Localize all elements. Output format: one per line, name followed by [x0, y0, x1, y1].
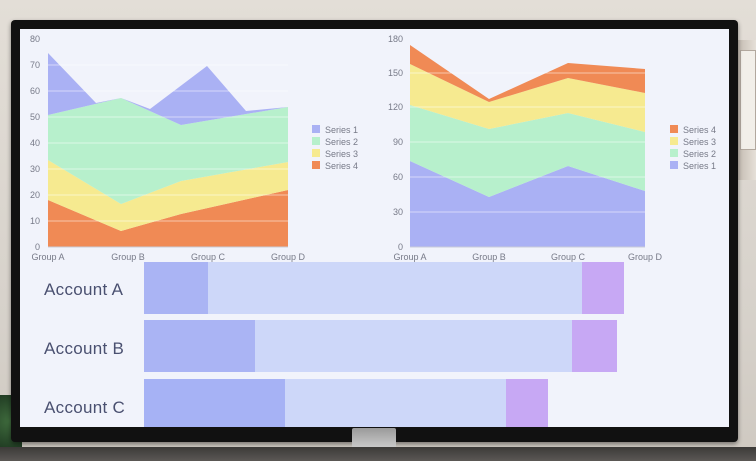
legend-swatch-series-4 — [670, 125, 678, 133]
left-x-label: Group C — [191, 252, 226, 262]
right-area-series-2 — [410, 105, 645, 197]
legend-swatch-series-2 — [312, 137, 320, 145]
legend-swatch-series-3 — [312, 149, 320, 157]
right-x-label: Group D — [628, 252, 663, 262]
account-c-label: Account C — [44, 398, 126, 417]
right-area-series-3 — [410, 64, 645, 132]
left-y-tick: 10 — [30, 216, 40, 226]
legend-swatch-series-2 — [670, 149, 678, 157]
left-area-series-4 — [48, 190, 288, 247]
monitor-screen: 0 10 20 30 40 50 60 70 80 Group A Group … — [20, 29, 729, 427]
account-a-segment-1 — [144, 262, 208, 314]
account-c-segment-1 — [144, 379, 285, 427]
account-c-segment-2 — [285, 379, 506, 427]
right-area-series-1 — [410, 161, 645, 247]
left-y-tick: 50 — [30, 112, 40, 122]
left-x-label: Group A — [31, 252, 64, 262]
left-x-label: Group D — [271, 252, 306, 262]
left-y-tick: 0 — [35, 242, 40, 252]
account-b-segment-2 — [255, 320, 572, 372]
account-c-segment-3 — [506, 379, 548, 427]
right-y-tick: 60 — [393, 172, 403, 182]
account-a-label: Account A — [44, 280, 124, 299]
left-y-tick: 60 — [30, 86, 40, 96]
right-x-label: Group A — [393, 252, 426, 262]
left-y-tick: 20 — [30, 190, 40, 200]
right-legend-label: Series 2 — [683, 149, 716, 159]
left-legend-label: Series 1 — [325, 125, 358, 135]
left-legend-label: Series 2 — [325, 137, 358, 147]
left-legend-label: Series 3 — [325, 149, 358, 159]
left-area-series-1 — [48, 53, 288, 125]
right-y-tick: 180 — [388, 34, 403, 44]
right-y-tick: 120 — [388, 102, 403, 112]
account-b-segment-3 — [572, 320, 617, 372]
account-b-label: Account B — [44, 339, 125, 358]
account-a-segment-3 — [582, 262, 624, 314]
left-y-tick: 30 — [30, 164, 40, 174]
right-legend-label: Series 1 — [683, 161, 716, 171]
monitor-stand — [352, 428, 396, 450]
right-area-series-4 — [410, 45, 645, 102]
table-surface — [0, 447, 756, 461]
right-legend-label: Series 4 — [683, 125, 716, 135]
account-bar-chart — [144, 262, 624, 427]
left-area-series-2 — [48, 98, 288, 204]
account-a-segment-2 — [208, 262, 582, 314]
right-x-label: Group B — [472, 252, 506, 262]
account-b-segment-1 — [144, 320, 255, 372]
left-stacked-area-chart: 0 10 20 30 40 50 60 70 80 Group A Group … — [30, 34, 358, 262]
right-legend-label: Series 3 — [683, 137, 716, 147]
picture-frame — [740, 50, 756, 150]
legend-swatch-series-3 — [670, 137, 678, 145]
left-y-tick: 40 — [30, 138, 40, 148]
right-y-tick: 30 — [393, 207, 403, 217]
legend-swatch-series-1 — [312, 125, 320, 133]
right-y-tick: 150 — [388, 68, 403, 78]
right-y-tick: 0 — [398, 242, 403, 252]
legend-swatch-series-1 — [670, 161, 678, 169]
left-y-tick: 70 — [30, 60, 40, 70]
legend-swatch-series-4 — [312, 161, 320, 169]
right-x-label: Group C — [551, 252, 586, 262]
right-y-tick: 90 — [393, 137, 403, 147]
left-y-tick: 80 — [30, 34, 40, 44]
right-stacked-area-chart: 0 30 60 90 120 150 180 Group A Group B G… — [388, 34, 716, 262]
left-legend-label: Series 4 — [325, 161, 358, 171]
left-x-label: Group B — [111, 252, 145, 262]
